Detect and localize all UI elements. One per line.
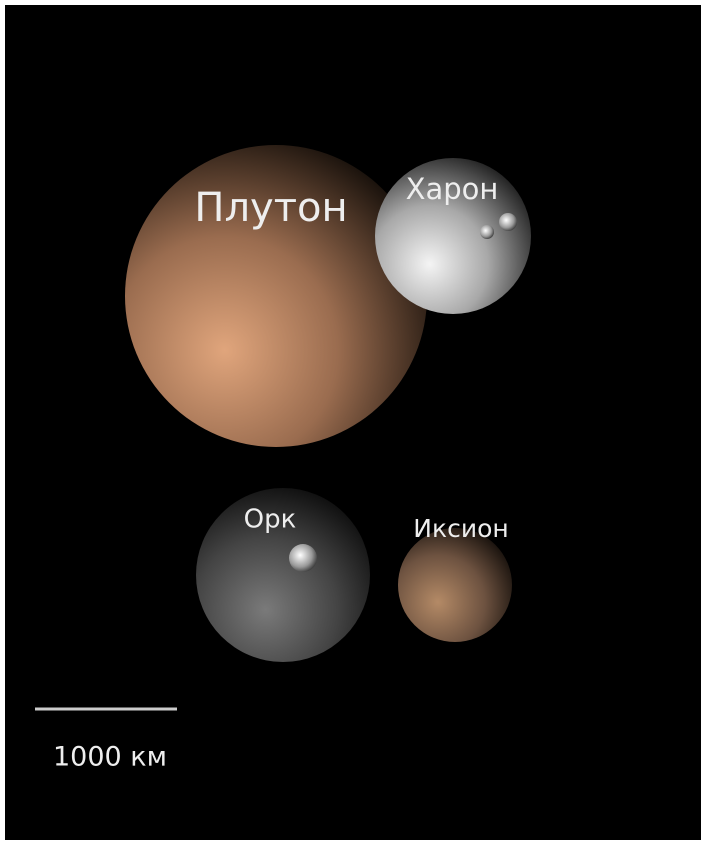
orcus-label: Орк [244,505,297,535]
scale-label: 1000 км [53,742,167,773]
pluto-sphere [125,145,427,447]
ixion-sphere [398,528,512,642]
moon [499,213,517,231]
pluto-label: Плутон [194,185,347,231]
moon [480,225,494,239]
vanth-moon [289,544,317,572]
charon-label: Харон [406,172,499,206]
ixion-label: Иксион [413,514,508,543]
orcus-sphere [196,488,370,662]
charon-sphere [375,158,531,314]
